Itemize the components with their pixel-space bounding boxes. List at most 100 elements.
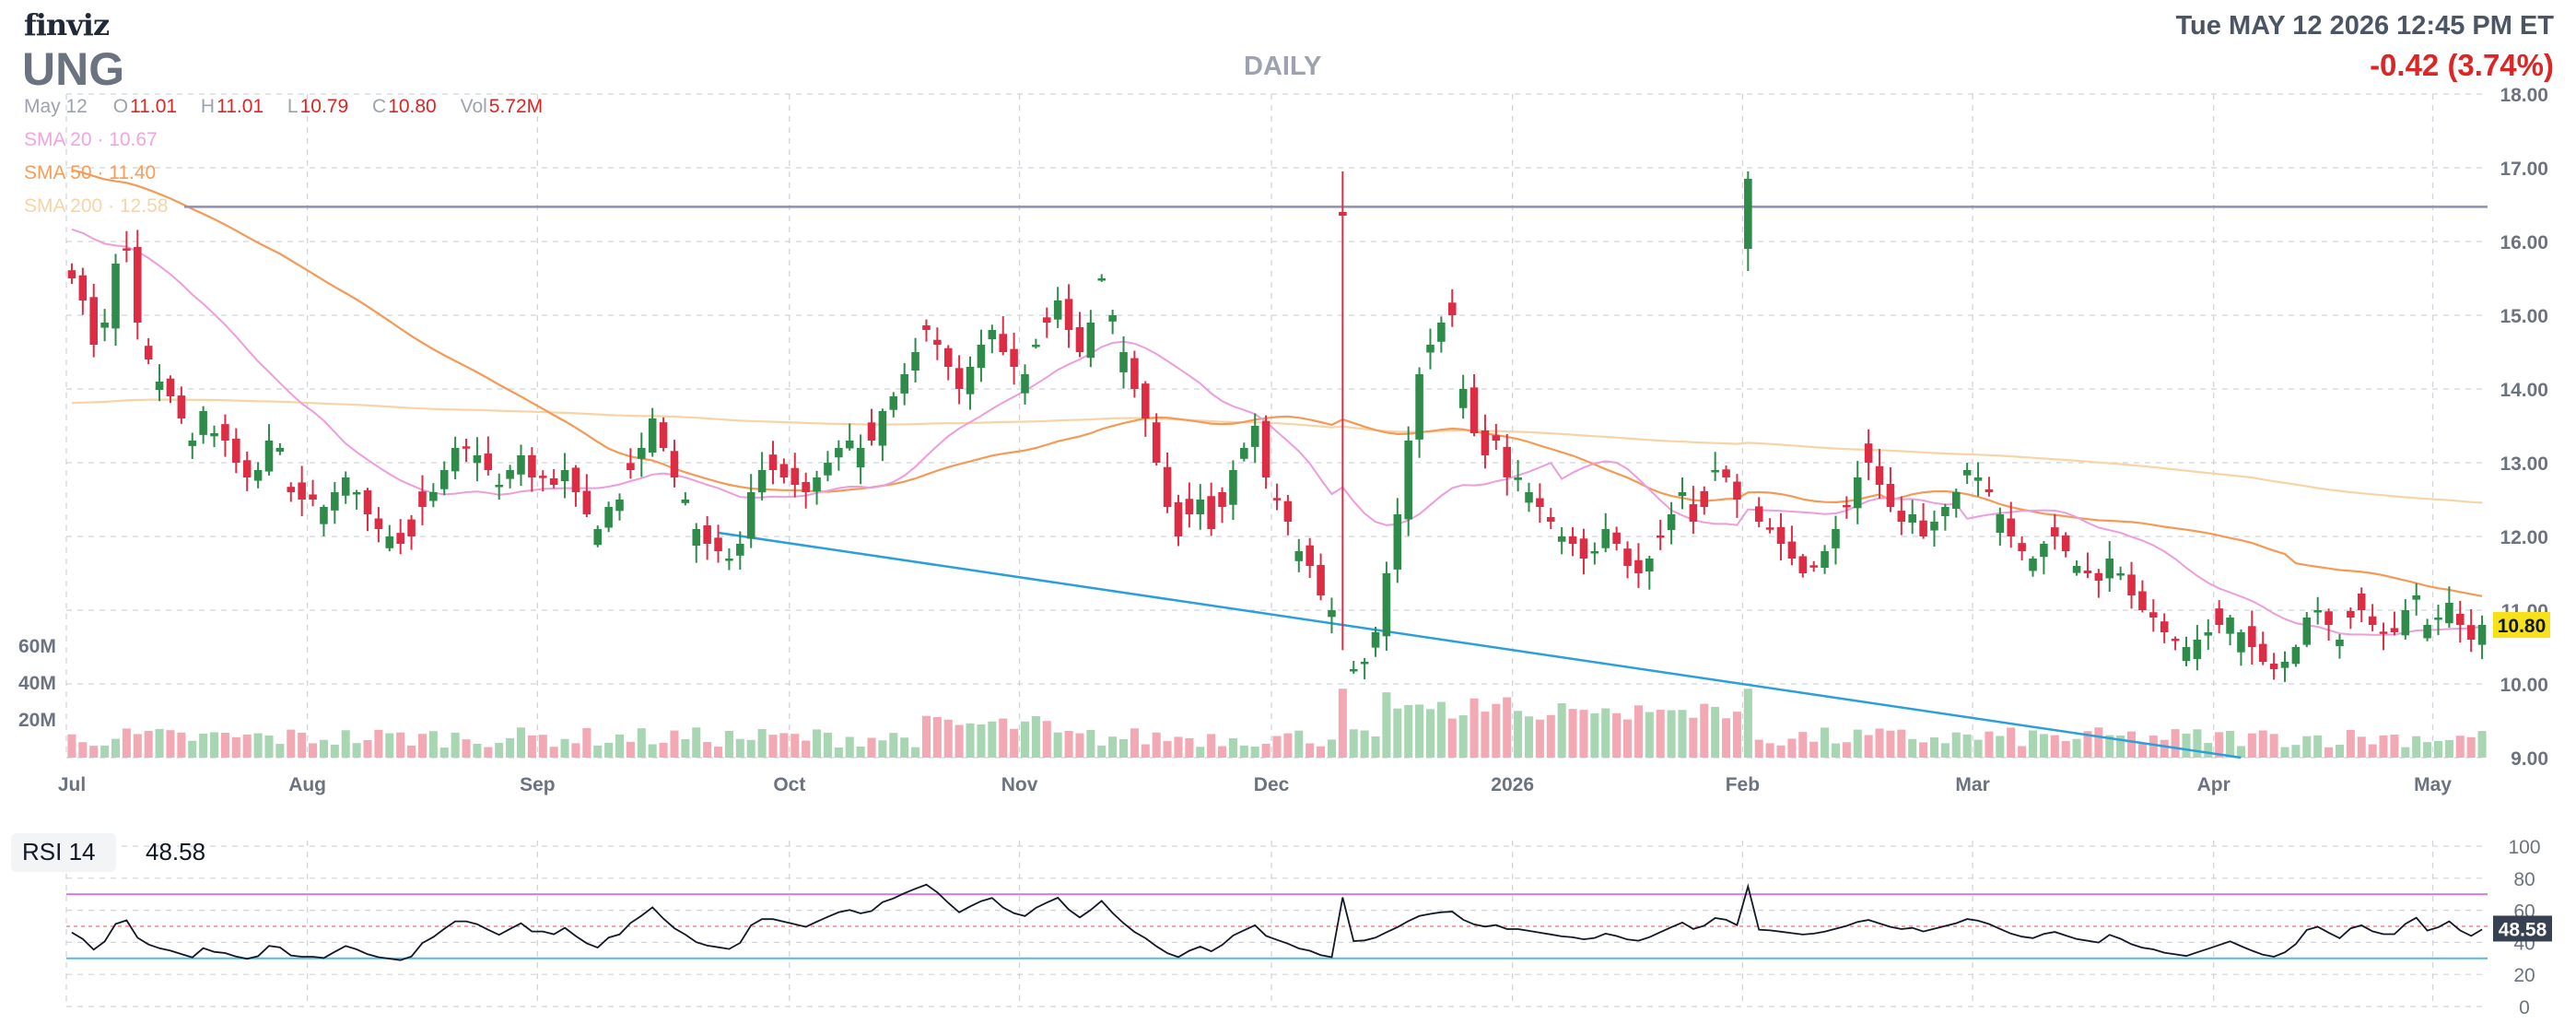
volume-bar bbox=[1568, 709, 1577, 758]
candle bbox=[2182, 636, 2191, 666]
candle-body bbox=[2116, 573, 2125, 576]
volume-bar bbox=[1623, 719, 1633, 758]
candle-body bbox=[1557, 536, 1566, 542]
candle bbox=[2466, 608, 2476, 653]
volume-bar bbox=[549, 747, 558, 758]
candle bbox=[1897, 496, 1906, 536]
x-tick-label: Dec bbox=[1254, 774, 1290, 795]
candle bbox=[1612, 526, 1621, 551]
volume-bar bbox=[1711, 706, 1720, 758]
y-tick-label: 12.00 bbox=[2500, 527, 2548, 548]
candle-body bbox=[626, 463, 635, 470]
volume-axis-label: 20M bbox=[18, 710, 56, 731]
volume-bar bbox=[834, 747, 843, 758]
finviz-logo[interactable]: finviz bbox=[24, 7, 110, 42]
candle-body bbox=[1196, 500, 1205, 515]
volume-bar bbox=[845, 736, 854, 758]
volume-bar bbox=[188, 740, 197, 758]
candle bbox=[1667, 501, 1676, 545]
candle-body bbox=[242, 460, 252, 477]
volume-bar bbox=[2423, 742, 2432, 758]
volume-bar bbox=[1393, 708, 1402, 758]
candle-body bbox=[1908, 514, 1916, 523]
volume-bar bbox=[977, 724, 986, 758]
candle-body bbox=[1064, 299, 1073, 330]
volume-bar bbox=[1338, 689, 1347, 758]
volume-bar bbox=[1831, 743, 1840, 758]
candle-body bbox=[111, 264, 120, 329]
volume-bar bbox=[242, 734, 252, 758]
x-tick-label: Feb bbox=[1726, 774, 1760, 795]
volume-bar bbox=[231, 736, 240, 758]
candle bbox=[298, 465, 306, 517]
candle bbox=[1339, 171, 1347, 651]
candle-body bbox=[1371, 632, 1380, 648]
candle bbox=[889, 392, 898, 418]
volume-bar bbox=[1689, 717, 1698, 758]
candle-body bbox=[714, 537, 722, 551]
candle bbox=[1021, 364, 1029, 405]
candle-body bbox=[2412, 595, 2420, 600]
candle-body bbox=[2083, 570, 2092, 573]
candle-body bbox=[407, 519, 416, 536]
candle-body bbox=[1053, 300, 1062, 320]
volume-bar bbox=[1919, 742, 1928, 758]
candle bbox=[134, 230, 142, 340]
candle-body bbox=[1919, 520, 1927, 536]
candle bbox=[2368, 604, 2377, 631]
candle-body bbox=[396, 533, 404, 544]
volume-bar bbox=[2018, 746, 2027, 758]
candle-body bbox=[1119, 352, 1128, 372]
volume-bar bbox=[1722, 718, 1731, 758]
chart-period[interactable]: DAILY bbox=[1244, 52, 1322, 81]
candle-body bbox=[2313, 610, 2322, 613]
candle-body bbox=[2477, 625, 2487, 645]
candle bbox=[1798, 554, 1808, 578]
candle-body bbox=[593, 529, 603, 546]
x-tick-label: Apr bbox=[2197, 774, 2231, 795]
candle-body bbox=[67, 270, 76, 278]
volume-bar bbox=[1152, 732, 1161, 758]
candle bbox=[626, 448, 635, 479]
candle-body bbox=[2291, 647, 2301, 665]
candle bbox=[1601, 512, 1610, 553]
x-tick-label: Aug bbox=[288, 774, 326, 795]
candle-body bbox=[1021, 374, 1029, 394]
open-label: O bbox=[112, 96, 129, 117]
candle bbox=[900, 362, 908, 406]
volume-bar bbox=[1524, 716, 1534, 758]
volume-bar bbox=[439, 747, 449, 758]
candle-body bbox=[1733, 481, 1741, 500]
candle-body bbox=[100, 323, 109, 328]
candle-body bbox=[331, 492, 339, 511]
candle bbox=[681, 492, 690, 506]
candle-body bbox=[2347, 610, 2355, 618]
volume-bar bbox=[1469, 698, 1479, 758]
volume-bar bbox=[1349, 729, 1358, 758]
volume-bar bbox=[1842, 742, 1851, 758]
last-price-label: 10.80 bbox=[2498, 616, 2547, 637]
candle-body bbox=[1623, 548, 1632, 566]
volume-bar bbox=[516, 727, 526, 758]
candle-body bbox=[835, 448, 843, 458]
candle bbox=[1875, 449, 1884, 499]
volume-bar bbox=[1985, 731, 1994, 758]
candle bbox=[1447, 288, 1457, 327]
candle-body bbox=[1229, 470, 1237, 505]
candle bbox=[2390, 611, 2399, 636]
candle-body bbox=[2040, 544, 2048, 558]
volume-bar bbox=[1218, 746, 1227, 758]
candle-body bbox=[1382, 573, 1391, 637]
volume-bar bbox=[538, 735, 547, 758]
rsi-value: 48.58 bbox=[146, 838, 206, 865]
volume-bar bbox=[451, 732, 460, 758]
volume-bar bbox=[1787, 738, 1797, 758]
candle-body bbox=[1875, 465, 1884, 485]
volume-bar bbox=[264, 736, 274, 758]
volume-bar bbox=[1929, 737, 1939, 758]
volume-bar bbox=[527, 735, 536, 758]
candle-body bbox=[779, 464, 789, 477]
volume-bar bbox=[1492, 703, 1501, 758]
candle-body bbox=[2094, 572, 2103, 581]
